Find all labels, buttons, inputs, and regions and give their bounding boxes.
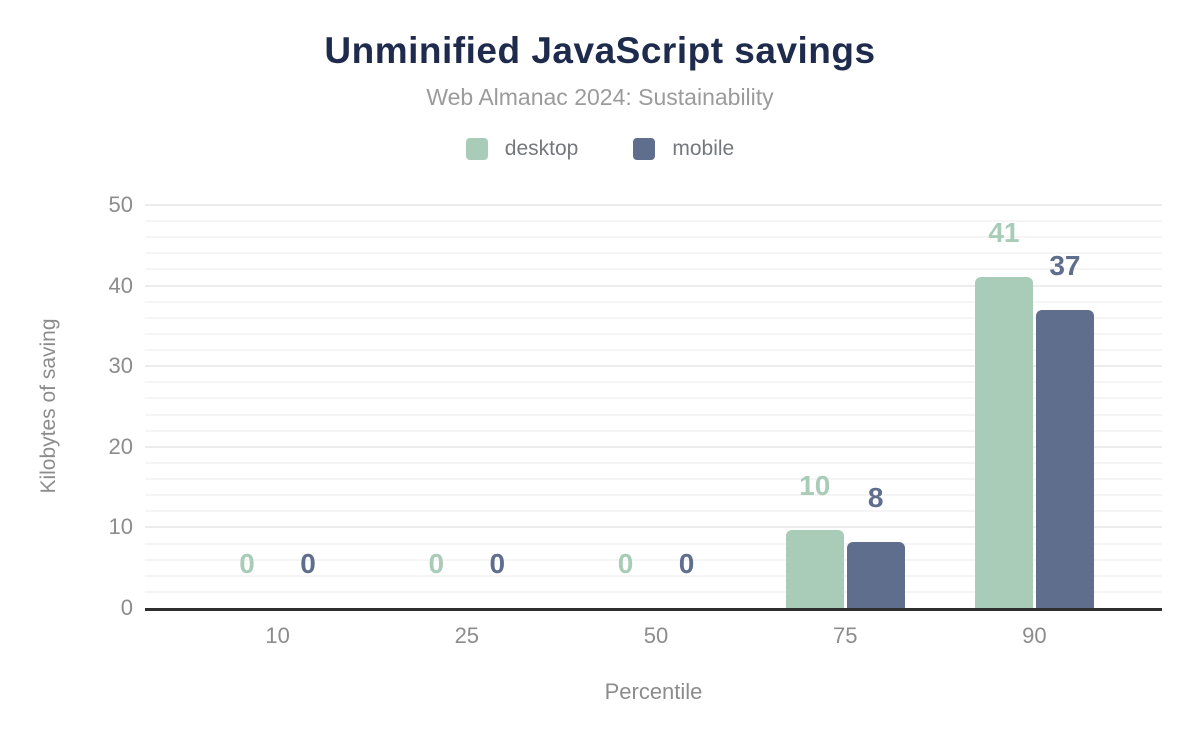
- bar-label-mobile-p10: 0: [300, 548, 316, 579]
- bar-label-desktop-p10: 0: [239, 548, 255, 579]
- y-tick-30: 30: [108, 353, 133, 379]
- bar-label-mobile-p25: 0: [489, 548, 506, 579]
- gridline: [145, 349, 1162, 352]
- bar-slot-mobile-p75: 8: [846, 484, 905, 608]
- x-tick-50: 50: [643, 623, 669, 648]
- bar-desktop-p75[interactable]: [785, 530, 844, 608]
- bar-label-mobile-p50: 0: [678, 548, 695, 579]
- bar-desktop-p90[interactable]: [974, 277, 1033, 608]
- bar-slot-mobile-p90: 37: [1035, 252, 1094, 608]
- gridline: [145, 494, 1162, 497]
- gridline: [145, 478, 1162, 481]
- bar-label-desktop-p50: 0: [617, 548, 634, 579]
- gridline: [145, 381, 1162, 384]
- bar-label-mobile-p75: 8: [867, 482, 884, 513]
- gridline: [145, 445, 1162, 448]
- gridline: [145, 526, 1162, 529]
- x-ticks: 10 25 50 75 90: [145, 608, 1162, 649]
- gridline: [145, 220, 1162, 223]
- y-tick-10: 10: [108, 514, 133, 540]
- legend-swatch-desktop-icon: [465, 138, 488, 160]
- gridline: [145, 316, 1162, 319]
- gridline: [145, 558, 1162, 561]
- y-tick-50: 50: [108, 192, 133, 217]
- gridline: [145, 365, 1162, 368]
- gridline: [145, 510, 1162, 513]
- gridline: [145, 204, 1162, 206]
- gridline: [145, 252, 1162, 255]
- legend-item-desktop[interactable]: desktop: [465, 137, 579, 161]
- x-tick-25: 25: [454, 623, 480, 648]
- chart-header: Unminified JavaScript savings Web Almana…: [0, 0, 1200, 161]
- x-tick-90: 90: [1022, 623, 1047, 648]
- x-tick-10: 10: [265, 623, 290, 648]
- bar-mobile-p75[interactable]: [846, 542, 905, 608]
- legend-swatch-mobile-icon: [633, 138, 656, 160]
- gridline: [145, 397, 1162, 400]
- legend-label-mobile: mobile: [672, 137, 735, 160]
- bar-groups: 0 0 0 0 0 0 10 8 41 37: [145, 205, 1162, 608]
- bar-slot-desktop-p90: 41: [974, 219, 1033, 608]
- category-group-90: 41 37: [940, 205, 1129, 608]
- gridline: [145, 332, 1162, 335]
- gridline: [145, 300, 1162, 303]
- gridline: [145, 284, 1162, 287]
- x-tick-75: 75: [832, 623, 858, 648]
- gridline: [145, 590, 1162, 593]
- gridline: [145, 461, 1162, 464]
- gridline: [145, 268, 1162, 271]
- y-tick-20: 20: [108, 433, 133, 459]
- category-group-75: 10 8: [751, 205, 940, 608]
- gridline: [145, 574, 1162, 577]
- bar-label-mobile-p90: 37: [1049, 250, 1081, 281]
- bar-label-desktop-p25: 0: [428, 548, 445, 579]
- gridline: [145, 429, 1162, 432]
- y-tick-40: 40: [108, 272, 133, 298]
- bar-label-desktop-p90: 41: [988, 217, 1020, 248]
- legend-item-mobile[interactable]: mobile: [633, 137, 734, 161]
- plot-area: 0 10 20 30 40 50 0 0 0 0 0 0 10 8 41 37 10 25 50 75 90: [109, 194, 1162, 648]
- gridline: [145, 236, 1162, 239]
- x-axis-title: Percentile: [604, 679, 703, 704]
- gridline: [145, 542, 1162, 545]
- y-axis-title: Kilobytes of saving: [37, 318, 60, 494]
- bar-label-desktop-p75: 10: [799, 470, 831, 501]
- chart-title: Unminified JavaScript savings: [324, 30, 876, 71]
- bar-slot-desktop-p75: 10: [785, 472, 844, 608]
- y-tick-0: 0: [120, 595, 133, 620]
- gridline: [145, 413, 1162, 416]
- chart-subtitle: Web Almanac 2024: Sustainability: [426, 84, 774, 110]
- legend: desktop mobile: [0, 137, 1200, 161]
- bar-mobile-p90[interactable]: [1035, 310, 1094, 608]
- legend-label-desktop: desktop: [504, 137, 579, 160]
